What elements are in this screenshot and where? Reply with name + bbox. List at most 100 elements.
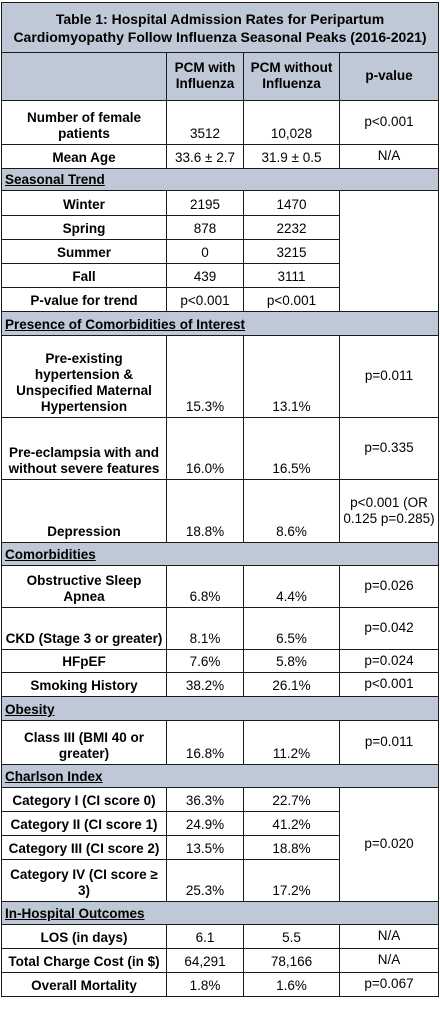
row-label: Pre-existing hypertension & Unspecified … xyxy=(1,335,167,418)
cell-without: 26.1% xyxy=(243,672,340,697)
cell-p-value: p=0.011 xyxy=(338,335,440,418)
cell-with: 38.2% xyxy=(166,672,244,697)
cell-without: 8.6% xyxy=(243,479,340,543)
cell-without: 31.9 ± 0.5 xyxy=(243,144,340,169)
cell-p-value: p=0.335 xyxy=(338,417,440,480)
row-label: Category III (CI score 2) xyxy=(1,835,167,860)
cell-with: 878 xyxy=(166,215,244,240)
row-label: Pre-eclampsia with and without severe fe… xyxy=(1,417,167,480)
table-row: Obstructive Sleep Apnea 6.8% 4.4% p=0.02… xyxy=(1,565,440,608)
header-pcm-without-influenza: PCM without Influenza xyxy=(243,52,340,101)
row-label: Obstructive Sleep Apnea xyxy=(1,565,167,608)
cell-p-value: N/A xyxy=(338,144,440,169)
cell-with: 8.1% xyxy=(166,607,244,650)
row-label: Overall Mortality xyxy=(1,972,167,997)
table-title: Table 1: Hospital Admission Rates for Pe… xyxy=(0,2,440,53)
row-label: LOS (in days) xyxy=(1,924,167,949)
row-label: Smoking History xyxy=(1,672,167,697)
cell-with: 0 xyxy=(166,239,244,264)
cell-without: 10,028 xyxy=(243,100,340,145)
cell-p-value: p<0.001 xyxy=(338,672,440,697)
cell-with: 1.8% xyxy=(166,972,244,997)
cell-with: p<0.001 xyxy=(166,287,244,312)
table-row: Smoking History 38.2% 26.1% p<0.001 xyxy=(1,672,440,697)
table-row: Summer 0 3215 xyxy=(1,239,439,264)
cell-without: 3111 xyxy=(243,263,340,288)
table-row: Category I (CI score 0) 36.3% 22.7% p=0.… xyxy=(1,787,440,902)
cell-without: 78,166 xyxy=(243,948,340,973)
cell-with: 18.8% xyxy=(166,479,244,543)
table-row: P-value for trend p<0.001 p<0.001 xyxy=(1,287,439,312)
table-row: Spring 878 2232 xyxy=(1,215,439,240)
cell-p-value: p<0.001 xyxy=(338,100,440,145)
cell-without: 11.2% xyxy=(243,720,340,765)
table-row: Class III (BMI 40 or greater) 16.8% 11.2… xyxy=(1,720,440,765)
row-label: Fall xyxy=(1,263,167,288)
cell-without: 4.4% xyxy=(243,565,340,608)
cell-without: 1470 xyxy=(243,190,340,216)
header-p-value: p-value xyxy=(338,52,440,101)
header-pcm-with-influenza: PCM with Influenza xyxy=(166,52,244,101)
cell-p-value: p=0.020 xyxy=(338,787,440,902)
cell-without: p<0.001 xyxy=(243,287,340,312)
cell-without: 5.5 xyxy=(243,924,340,949)
cell-with: 16.8% xyxy=(166,720,244,765)
section-header-charlson-index: Charlson Index xyxy=(0,764,440,788)
row-label: Depression xyxy=(1,479,167,543)
cell-with: 2195 xyxy=(166,190,244,216)
cell-with: 24.9% xyxy=(166,811,244,836)
row-label: Mean Age xyxy=(1,144,167,169)
row-label: Winter xyxy=(1,190,167,216)
row-label: Category II (CI score 1) xyxy=(1,811,167,836)
cell-p-value: p=0.042 xyxy=(338,607,440,650)
row-label: P-value for trend xyxy=(1,287,167,312)
cell-with: 25.3% xyxy=(166,859,244,902)
cell-with: 6.1 xyxy=(166,924,244,949)
cell-with: 64,291 xyxy=(166,948,244,973)
row-label: Total Charge Cost (in $) xyxy=(1,948,167,973)
row-label: CKD (Stage 3 or greater) xyxy=(1,607,167,650)
table-row: Winter 2195 1470 xyxy=(1,190,440,312)
cell-with: 439 xyxy=(166,263,244,288)
cell-without: 5.8% xyxy=(243,649,340,673)
cell-p-value-empty xyxy=(338,190,440,312)
header-row: PCM with Influenza PCM without Influenza… xyxy=(1,52,440,101)
row-label: Spring xyxy=(1,215,167,240)
table-row: Category III (CI score 2) 13.5% 18.8% xyxy=(1,835,439,860)
table-row: Fall 439 3111 xyxy=(1,263,439,288)
cell-with: 36.3% xyxy=(166,787,244,812)
cell-with: 3512 xyxy=(166,100,244,145)
cell-p-value: p=0.011 xyxy=(338,720,440,765)
section-header-in-hospital-outcomes: In-Hospital Outcomes xyxy=(0,901,440,925)
cell-p-value: p=0.026 xyxy=(338,565,440,608)
section-header-comorbidities: Comorbidities xyxy=(0,542,440,566)
cell-p-value: p=0.024 xyxy=(338,649,440,673)
table-row: HFpEF 7.6% 5.8% p=0.024 xyxy=(1,649,440,673)
cell-without: 3215 xyxy=(243,239,340,264)
cell-with: 13.5% xyxy=(166,835,244,860)
cell-without: 22.7% xyxy=(243,787,340,812)
table-row: Pre-eclampsia with and without severe fe… xyxy=(1,417,440,480)
cell-without: 41.2% xyxy=(243,811,340,836)
section-header-presence-of-comorbidities: Presence of Comorbidities of Interest xyxy=(0,311,440,336)
section-header-obesity: Obesity xyxy=(0,696,440,721)
table-row: Mean Age 33.6 ± 2.7 31.9 ± 0.5 N/A xyxy=(1,144,440,169)
row-label: Category I (CI score 0) xyxy=(1,787,167,812)
cell-without: 1.6% xyxy=(243,972,340,997)
cell-p-value: N/A xyxy=(338,924,440,949)
table-row: Depression 18.8% 8.6% p<0.001 (OR 0.125 … xyxy=(1,479,440,543)
row-label: Summer xyxy=(1,239,167,264)
row-label: Number of female patients xyxy=(1,100,167,145)
table-row: Pre-existing hypertension & Unspecified … xyxy=(1,335,440,418)
cell-without: 13.1% xyxy=(243,335,340,418)
table-row: Total Charge Cost (in $) 64,291 78,166 N… xyxy=(1,948,440,973)
cell-p-value: p=0.067 xyxy=(338,972,440,997)
cell-with: 15.3% xyxy=(166,335,244,418)
table-row: Overall Mortality 1.8% 1.6% p=0.067 xyxy=(1,972,440,997)
cell-with: 7.6% xyxy=(166,649,244,673)
row-label: Class III (BMI 40 or greater) xyxy=(1,720,167,765)
section-header-seasonal-trend: Seasonal Trend xyxy=(0,168,440,191)
cell-without: 6.5% xyxy=(243,607,340,650)
table-row: LOS (in days) 6.1 5.5 N/A xyxy=(1,924,440,949)
